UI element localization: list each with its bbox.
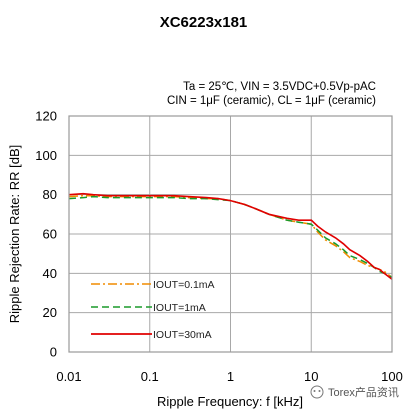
gridlines (68, 115, 393, 353)
x-axis-label: Ripple Frequency: f [kHz] (157, 394, 303, 409)
legend: IOUT=0.1mA IOUT=1mA IOUT=30mA (91, 279, 215, 341)
chart-title: XC6223x181 (160, 14, 248, 31)
conditions-line-2: CIN = 1μF (ceramic), CL = 1μF (ceramic) (167, 95, 376, 107)
x-tick-label: 10 (304, 369, 318, 384)
legend-label: IOUT=1mA (153, 302, 206, 314)
wechat-icon (310, 385, 324, 399)
y-tick-label: 60 (43, 227, 57, 242)
legend-label: IOUT=30mA (153, 329, 212, 341)
x-tick-label: 1 (227, 369, 234, 384)
y-tick-label: 80 (43, 187, 57, 202)
watermark: Torex产品资讯 (310, 385, 399, 399)
conditions-line-1: Ta = 25℃, VIN = 3.5VDC+0.5Vp-pAC (183, 81, 376, 93)
y-tick-label: 0 (50, 345, 57, 360)
series-line-iout-1ma (68, 195, 393, 278)
x-tick-label: 100 (381, 369, 403, 384)
tick-labels: 0.01 0.1 1 10 100 0 20 40 60 80 100 120 (35, 109, 403, 385)
wechat-icon-eye-left (313, 390, 316, 392)
watermark-text: Torex产品资讯 (328, 385, 399, 399)
x-tick-label: 0.01 (56, 369, 81, 384)
x-tick-label: 0.1 (141, 369, 159, 384)
y-tick-label: 120 (35, 109, 57, 124)
y-axis-label: Ripple Rejection Rate: RR [dB] (7, 145, 22, 323)
wechat-icon-eye-right (318, 390, 321, 392)
series-line-iout-30ma (68, 192, 393, 280)
series-lines (68, 192, 393, 280)
y-tick-label: 20 (43, 305, 57, 320)
plot-frame (68, 115, 393, 353)
y-tick-label: 40 (43, 266, 57, 281)
y-tick-label: 100 (35, 148, 57, 163)
legend-label: IOUT=0.1mA (153, 279, 215, 291)
